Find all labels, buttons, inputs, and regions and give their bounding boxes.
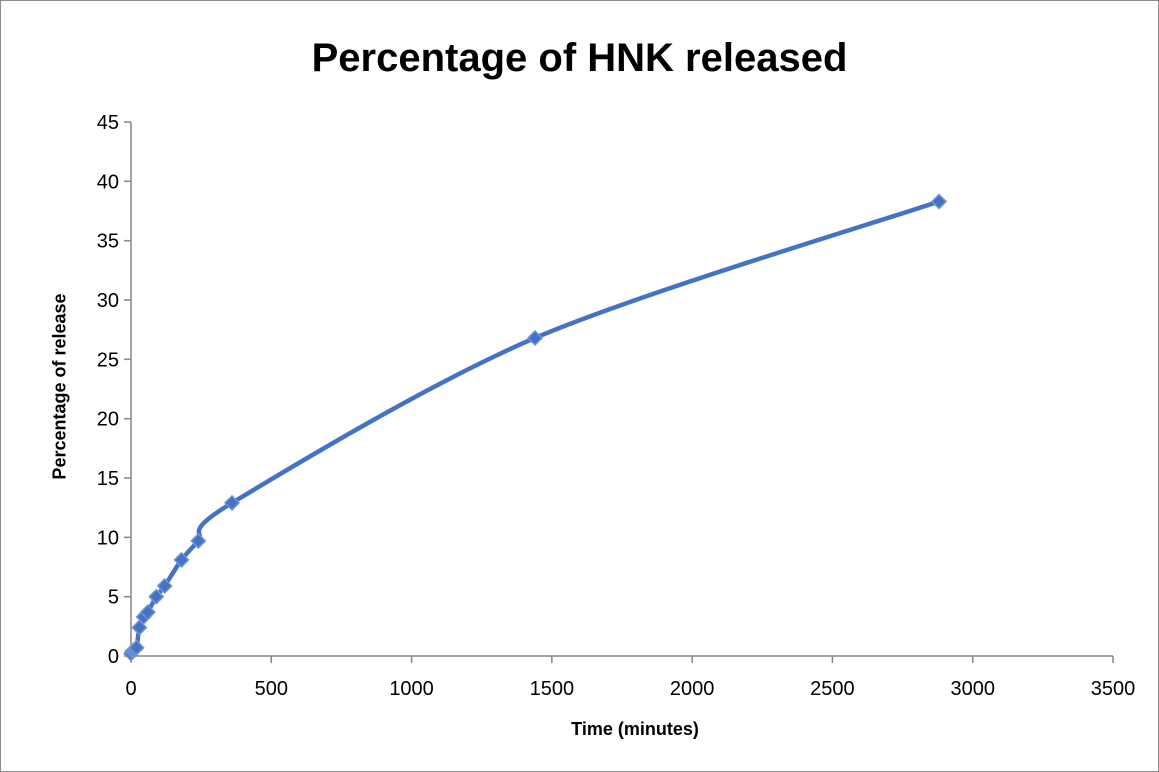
data-point-marker: [139, 604, 156, 621]
y-tick-label: 45: [97, 112, 119, 134]
series-layer: [122, 193, 948, 662]
data-point-marker: [526, 329, 544, 347]
data-point-marker: [128, 639, 145, 656]
data-point-marker: [930, 193, 948, 210]
x-tick-label: 3500: [1091, 678, 1136, 700]
y-tick-label: 35: [97, 231, 119, 253]
data-point-marker: [156, 577, 173, 595]
y-tick-label: 20: [97, 409, 119, 431]
y-tick-label: 15: [97, 468, 119, 490]
data-point-marker: [148, 588, 165, 605]
x-tick-label: 3000: [950, 678, 995, 700]
y-tick-label: 5: [108, 587, 119, 609]
x-tick-label: 1000: [389, 678, 434, 700]
x-axis-ticks: 0 500 1000 1500 2000 2500 3000 3500: [125, 656, 1135, 700]
y-tick-label: 0: [108, 646, 119, 668]
data-point-marker: [173, 551, 190, 568]
y-tick-label: 25: [97, 349, 119, 371]
x-tick-label: 1500: [530, 678, 575, 700]
data-point-marker: [223, 494, 241, 511]
x-tick-label: 2000: [670, 678, 715, 700]
x-tick-label: 2500: [810, 678, 855, 700]
x-tick-label: 0: [125, 678, 136, 700]
y-tick-label: 10: [97, 527, 119, 549]
y-axis-ticks: 0 5 10 15 20 25 30 35 40 45: [97, 112, 131, 668]
chart-title: Percentage of HNK released: [311, 36, 848, 80]
y-tick-label: 40: [97, 171, 119, 193]
data-point-marker: [190, 532, 207, 549]
y-tick-label: 30: [97, 290, 119, 312]
x-axis-label: Time (minutes): [571, 719, 699, 739]
x-tick-label: 500: [255, 678, 288, 700]
series-line: [128, 199, 942, 656]
